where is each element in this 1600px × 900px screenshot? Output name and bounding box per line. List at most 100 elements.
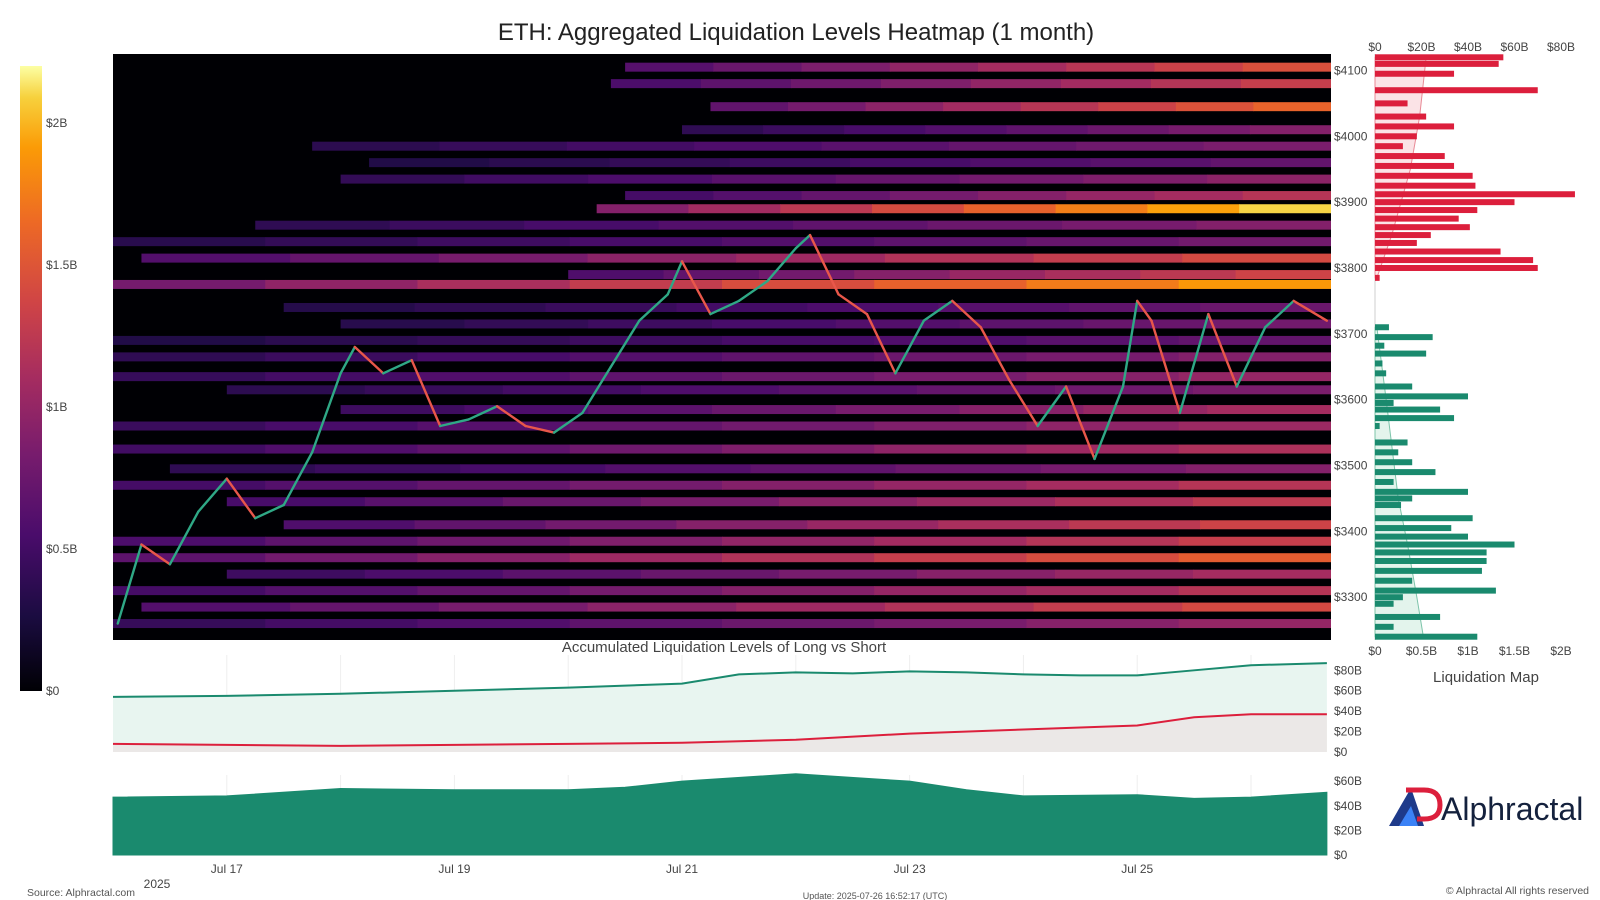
liquidation-map-bottom-tick: $0 xyxy=(1368,644,1382,658)
heatmap-band xyxy=(722,352,875,362)
heatmap-band xyxy=(1178,421,1331,431)
heatmap-band xyxy=(821,141,950,151)
liquidation-map-panel: $0 $20B $40B $60B $80B $0 $0.5B $1B $1.5B $2B Li… xyxy=(1368,40,1575,686)
heatmap-band xyxy=(1044,270,1141,280)
heatmap-band xyxy=(874,444,1028,454)
heatmap-band xyxy=(1069,520,1201,530)
x-tick-label: Jul 17 xyxy=(211,862,243,876)
heatmap-band xyxy=(1192,569,1331,579)
logo-mark-icon xyxy=(1389,787,1443,826)
price-segment xyxy=(1178,312,1210,415)
panel-tick-label: $40B xyxy=(1334,704,1362,718)
heatmap-band xyxy=(609,158,731,168)
heatmap-band xyxy=(1192,497,1331,507)
heatmap-band xyxy=(801,62,891,72)
heatmap-band xyxy=(1196,220,1331,230)
heatmap-band xyxy=(588,405,713,415)
panel-tick-label: $40B xyxy=(1334,799,1362,813)
heatmap-band xyxy=(874,536,1028,546)
long-liquidation-bar xyxy=(1375,567,1482,574)
short-liquidation-bar xyxy=(1375,153,1445,160)
heatmap-band xyxy=(884,253,1035,263)
heatmap-band xyxy=(464,319,589,329)
heatmap-band xyxy=(265,335,419,345)
price-tick-label: $4100 xyxy=(1334,63,1368,77)
panel-tick-label: $20B xyxy=(1334,823,1362,837)
heatmap-band xyxy=(569,237,723,247)
price-segment xyxy=(524,424,556,434)
heatmap-band xyxy=(676,302,808,312)
heatmap-band xyxy=(226,569,366,579)
price-tick-label: $3800 xyxy=(1334,261,1368,275)
heatmap-band xyxy=(569,279,723,289)
heatmap-band xyxy=(1026,586,1180,596)
short-liquidation-bar xyxy=(1375,100,1408,107)
heatmap-band xyxy=(265,619,419,629)
heatmap-band xyxy=(927,220,1063,230)
short-liquidation-bar xyxy=(1375,191,1575,198)
heatmap-band xyxy=(640,569,780,579)
short-liquidation-bar xyxy=(1375,232,1431,239)
short-liquidation-bar xyxy=(1375,264,1538,271)
heatmap-band xyxy=(807,520,939,530)
long-liquidation-bar xyxy=(1375,557,1487,564)
short-liquidation-bar xyxy=(1375,248,1501,255)
heatmap-band xyxy=(1235,270,1331,280)
heatmap-band xyxy=(265,586,419,596)
heatmap-band xyxy=(226,385,366,395)
heatmap-band xyxy=(1175,102,1255,112)
heatmap-band xyxy=(722,444,875,454)
heatmap-band xyxy=(1210,158,1331,168)
heatmap-band xyxy=(113,536,266,546)
liquidation-map-bottom-tick: $2B xyxy=(1550,644,1571,658)
heatmap-band xyxy=(1178,237,1331,247)
x-tick-label: Jul 21 xyxy=(666,862,698,876)
short-liquidation-bar xyxy=(1375,172,1473,179)
price-segment xyxy=(467,405,499,421)
heatmap-band xyxy=(1054,569,1194,579)
price-segment xyxy=(1121,299,1139,388)
heatmap-band xyxy=(844,125,926,135)
price-segment xyxy=(1064,385,1096,461)
heatmap-band xyxy=(502,497,642,507)
heatmap-band xyxy=(1076,141,1205,151)
heatmap-band xyxy=(1006,125,1089,135)
heatmap-band xyxy=(315,464,461,474)
heatmap-band xyxy=(1154,62,1244,72)
heatmap-band xyxy=(1026,619,1180,629)
price-tick-label: $3900 xyxy=(1334,195,1368,209)
price-segment xyxy=(552,411,584,434)
heatmap-band xyxy=(568,270,665,280)
heatmap-band xyxy=(1040,464,1187,474)
price-segment xyxy=(709,299,741,316)
heatmap-band xyxy=(938,302,1070,312)
price-segment xyxy=(410,358,442,428)
heatmap-band xyxy=(710,102,789,112)
heatmap-band xyxy=(1083,405,1208,415)
long-liquidation-bar xyxy=(1375,525,1452,532)
heatmap-band xyxy=(722,536,875,546)
heatmap-band xyxy=(1140,270,1237,280)
price-segment xyxy=(310,372,342,454)
price-tick-label: $3400 xyxy=(1334,524,1368,538)
heatmap-band xyxy=(895,464,1042,474)
long-liquidation-bar xyxy=(1375,515,1473,522)
price-tick-label: $4000 xyxy=(1334,129,1368,143)
heatmap-band xyxy=(1020,102,1099,112)
heatmap-band xyxy=(1026,237,1180,247)
heatmap-band xyxy=(874,279,1028,289)
heatmap-band xyxy=(1055,204,1149,214)
liquidation-map-bottom-tick: $0.5B xyxy=(1406,644,1437,658)
heatmap-band xyxy=(640,497,780,507)
heatmap-band xyxy=(545,302,678,312)
price-segment xyxy=(922,299,954,322)
short-liquidation-bar xyxy=(1375,215,1459,222)
heatmap-band xyxy=(464,174,589,184)
heatmap-band xyxy=(417,536,571,546)
price-segment xyxy=(116,543,143,625)
heatmap-band xyxy=(884,602,1035,612)
brand-logo: Alphractal xyxy=(1389,787,1583,827)
heatmap-band xyxy=(722,619,875,629)
liquidation-map-bottom-tick: $1B xyxy=(1457,644,1478,658)
heatmap-band xyxy=(722,237,875,247)
